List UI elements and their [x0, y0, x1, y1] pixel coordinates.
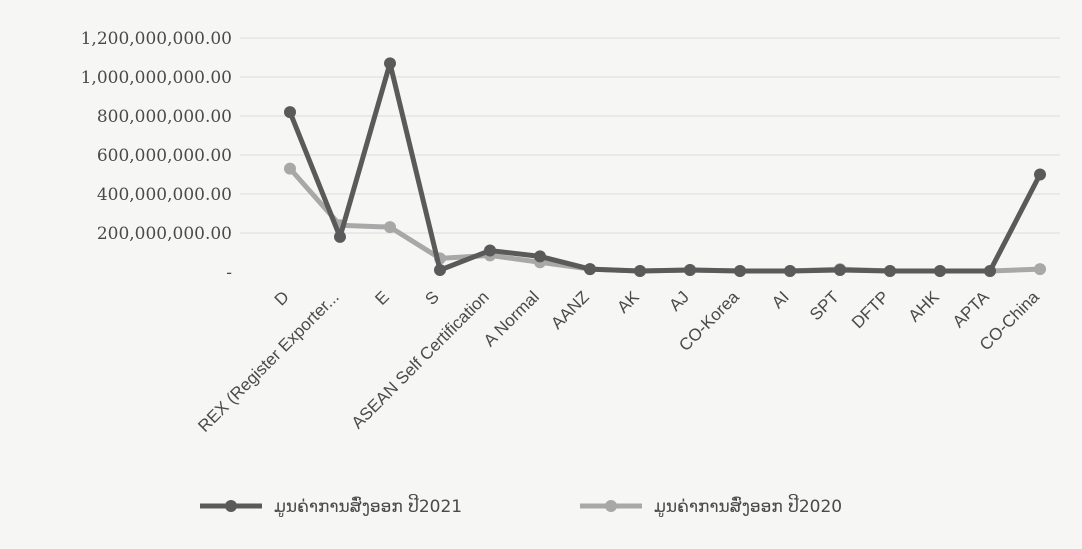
- x-tick-label: A Normal: [480, 287, 543, 350]
- x-tick-label: AK: [613, 287, 643, 317]
- x-tick-label: DFTP: [848, 287, 893, 332]
- data-point: [734, 265, 746, 278]
- legend-swatch-marker: [225, 500, 237, 512]
- y-tick-label: 400,000,000.00: [97, 185, 232, 205]
- x-tick-label: AANZ: [547, 287, 592, 332]
- series-0: [284, 57, 1046, 278]
- legend-item: ມູນຄ່າການສົ່ງອອກ ປີ2020: [580, 494, 842, 517]
- data-point: [784, 265, 796, 278]
- legend-item: ມູນຄ່າການສົ່ງອອກ ປີ2021: [200, 494, 462, 517]
- x-tick-label: ASEAN Self Certification: [348, 287, 493, 432]
- data-point: [584, 263, 596, 276]
- legend-label: ມູນຄ່າການສົ່ງອອກ ປີ2021: [274, 494, 462, 517]
- x-tick-label: S: [421, 287, 442, 308]
- data-point: [884, 265, 896, 278]
- data-point: [284, 106, 296, 119]
- series-layer: [284, 57, 1046, 278]
- x-tick-label: AJ: [665, 287, 692, 314]
- data-point: [634, 265, 646, 278]
- x-tick-label: E: [371, 287, 392, 308]
- y-tick-label: 1,000,000,000.00: [81, 68, 232, 88]
- series-line: [287, 166, 1043, 274]
- data-point: [384, 221, 396, 234]
- data-point: [1034, 168, 1046, 181]
- x-tick-label: SPT: [806, 287, 843, 324]
- y-tick-label: 200,000,000.00: [97, 224, 232, 244]
- data-point: [334, 230, 346, 243]
- legend-label: ມູນຄ່າການສົ່ງອອກ ປີ2020: [654, 494, 842, 517]
- data-point: [984, 265, 996, 278]
- y-tick-label: 1,200,000,000.00: [81, 29, 232, 49]
- data-point: [284, 162, 296, 175]
- data-point: [484, 244, 496, 257]
- data-point: [384, 57, 396, 70]
- data-point: [434, 264, 446, 277]
- series-line: [287, 60, 1043, 274]
- data-point: [684, 264, 696, 277]
- x-tick-label: D: [271, 287, 293, 309]
- data-point: [934, 265, 946, 278]
- gridlines: [240, 37, 1060, 234]
- data-point: [834, 264, 846, 277]
- y-tick-label: 800,000,000.00: [97, 107, 232, 127]
- data-point: [1034, 263, 1046, 276]
- y-axis-ticks: 1,200,000,000.00 1,000,000,000.00 800,000,…: [81, 29, 232, 283]
- x-tick-label: APTA: [949, 287, 993, 331]
- x-tick-label: REX (Register Exporter...: [194, 287, 342, 435]
- y-tick-label: -: [226, 263, 232, 283]
- y-tick-label: 600,000,000.00: [97, 146, 232, 166]
- legend: ມູນຄ່າການສົ່ງອອກ ປີ2021 ມູນຄ່າການສົ່ງອອກ …: [200, 494, 842, 517]
- legend-swatch-marker: [605, 500, 617, 512]
- x-tick-label: AI: [768, 287, 793, 312]
- x-tick-label: AHK: [905, 287, 944, 326]
- data-point: [534, 250, 546, 263]
- series-1: [284, 162, 1046, 278]
